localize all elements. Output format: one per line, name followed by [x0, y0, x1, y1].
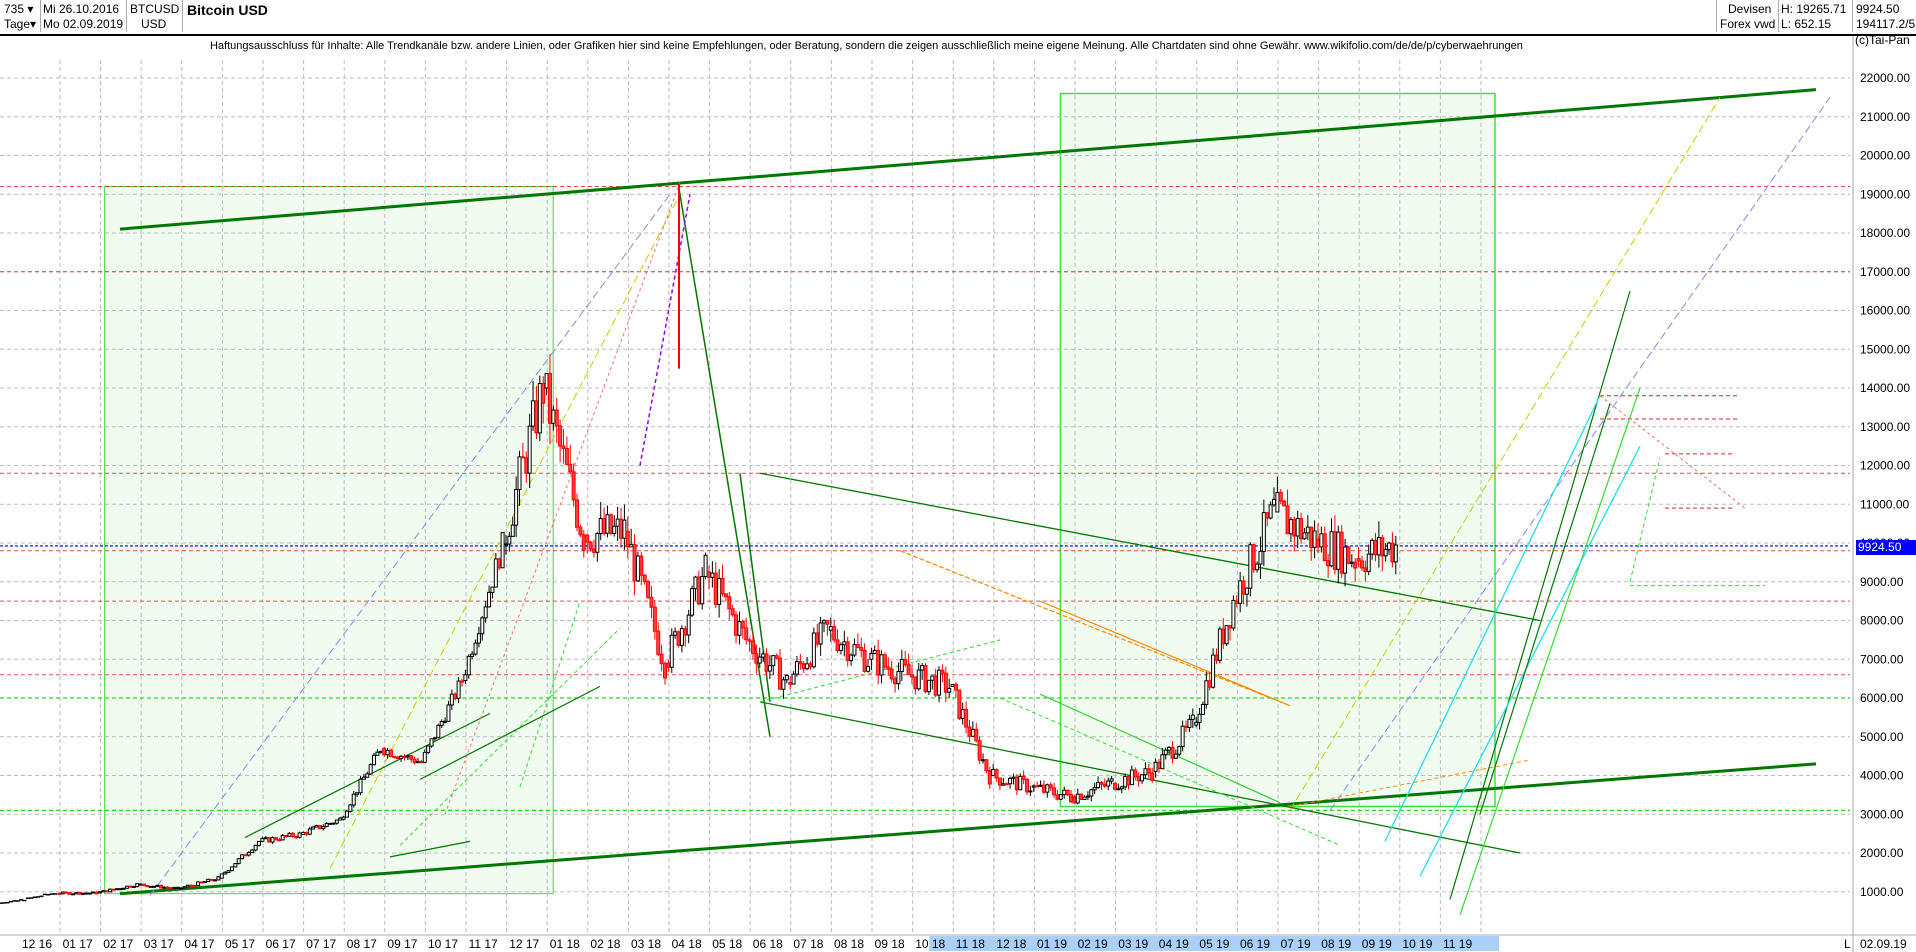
chevron-down-icon: ▾: [30, 17, 37, 31]
high-value: H: 19265.71: [1781, 2, 1847, 16]
source-feed: Forex vwd: [1720, 17, 1776, 31]
x-tick-label: 04 19: [1159, 937, 1189, 951]
y-tick-label: 5000.00: [1860, 730, 1904, 744]
y-tick-label: 12000.00: [1860, 459, 1910, 473]
y-tick-label: 4000.00: [1860, 769, 1904, 783]
last-price-marker: 9924.50: [1856, 540, 1916, 555]
x-tick-label: 03 19: [1118, 937, 1148, 951]
bar-count-select[interactable]: 735 ▾: [4, 2, 33, 16]
x-tick-label: 07 18: [793, 937, 823, 951]
x-axis-end-marker: L: [1844, 937, 1851, 951]
x-tick-label: 01 18: [550, 937, 580, 951]
x-tick-label: 02 18: [590, 937, 620, 951]
x-tick-label: 12 17: [509, 937, 539, 951]
date-to[interactable]: Mo 02.09.2019: [43, 17, 124, 31]
disclaimer-text: Haftungsausschluss für Inhalte: Alle Tre…: [210, 40, 1523, 52]
low-value: L: 652.15: [1781, 17, 1832, 31]
zone-2017: [104, 186, 554, 895]
source-exchange: Devisen: [1728, 2, 1772, 16]
y-tick-label: 22000.00: [1860, 71, 1910, 85]
y-tick-label: 13000.00: [1860, 420, 1910, 434]
x-tick-label: 11 17: [469, 937, 498, 951]
x-tick-label: 12 18: [996, 937, 1026, 951]
x-tick-label: 09 19: [1362, 937, 1392, 951]
x-tick-label: 06 19: [1240, 937, 1270, 951]
x-axis-selection: [929, 936, 1499, 951]
currency: USD: [141, 17, 167, 31]
last-value: 9924.50: [1856, 2, 1900, 16]
candles: [0, 354, 1398, 904]
y-tick-label: 14000.00: [1860, 381, 1910, 395]
x-tick-label: 10 17: [428, 937, 458, 951]
x-tick-label: 12 16: [22, 937, 52, 951]
chevron-down-icon: ▾: [27, 2, 34, 16]
x-tick-label: 06 17: [266, 937, 296, 951]
x-tick-label: 08 19: [1321, 937, 1351, 951]
y-tick-label: 3000.00: [1860, 807, 1904, 821]
copyright: (c)Tai-Pan: [1855, 33, 1910, 47]
x-tick-label: 08 17: [347, 937, 377, 951]
x-tick-label: 08 18: [834, 937, 864, 951]
zone-2019: [1059, 92, 1496, 808]
x-tick-label: 04 17: [184, 937, 214, 951]
channel-lower: [119, 762, 1817, 896]
x-tick-label: 03 17: [144, 937, 174, 951]
x-tick-label: 11 19: [1443, 937, 1472, 951]
chart-header: 735 ▾ Tage▾ Mi 26.10.2016 Mo 02.09.2019 …: [0, 0, 1916, 36]
x-tick-label: 02 19: [1078, 937, 1108, 951]
bar-count-value: 735: [4, 2, 25, 16]
x-tick-label: 10 18: [915, 937, 945, 951]
channel-upper: [119, 88, 1817, 231]
x-tick-label: 09 17: [387, 937, 417, 951]
date-from[interactable]: Mi 26.10.2016: [43, 2, 120, 16]
x-axis-end-date: 02.09.19: [1860, 937, 1907, 951]
period-value: Tage: [4, 17, 31, 31]
y-tick-label: 7000.00: [1860, 652, 1904, 666]
y-tick-label: 20000.00: [1860, 149, 1910, 163]
x-tick-label: 04 18: [672, 937, 702, 951]
x-tick-label: 11 18: [956, 937, 985, 951]
x-tick-label: 10 19: [1402, 937, 1432, 951]
y-tick-label: 1000.00: [1860, 885, 1904, 899]
x-tick-label: 01 17: [63, 937, 93, 951]
x-tick-label: 05 18: [712, 937, 742, 951]
x-tick-label: 05 19: [1199, 937, 1229, 951]
x-tick-label: 03 18: [631, 937, 661, 951]
y-tick-label: 19000.00: [1860, 187, 1910, 201]
y-tick-label: 21000.00: [1860, 110, 1910, 124]
period-select[interactable]: Tage▾: [4, 17, 36, 31]
y-tick-label: 11000.00: [1860, 497, 1909, 511]
x-tick-label: 02 17: [103, 937, 133, 951]
y-tick-label: 9000.00: [1860, 575, 1904, 589]
y-tick-label: 18000.00: [1860, 226, 1910, 240]
y-tick-label: 16000.00: [1860, 304, 1910, 318]
y-tick-label: 6000.00: [1860, 691, 1904, 705]
y-tick-label: 2000.00: [1860, 846, 1904, 860]
y-tick-label: 17000.00: [1860, 265, 1910, 279]
chart-title: Bitcoin USD: [187, 2, 268, 18]
x-tick-label: 06 18: [753, 937, 783, 951]
x-tick-label: 07 19: [1281, 937, 1311, 951]
x-tick-label: 05 17: [225, 937, 255, 951]
y-tick-label: 15000.00: [1860, 342, 1910, 356]
symbol: BTCUSD: [130, 2, 180, 16]
x-tick-label: 07 17: [306, 937, 336, 951]
x-tick-label: 09 18: [875, 937, 905, 951]
volume-value: 194117.2/5: [1856, 17, 1916, 31]
y-tick-label: 8000.00: [1860, 614, 1904, 628]
x-tick-label: 01 19: [1037, 937, 1067, 951]
